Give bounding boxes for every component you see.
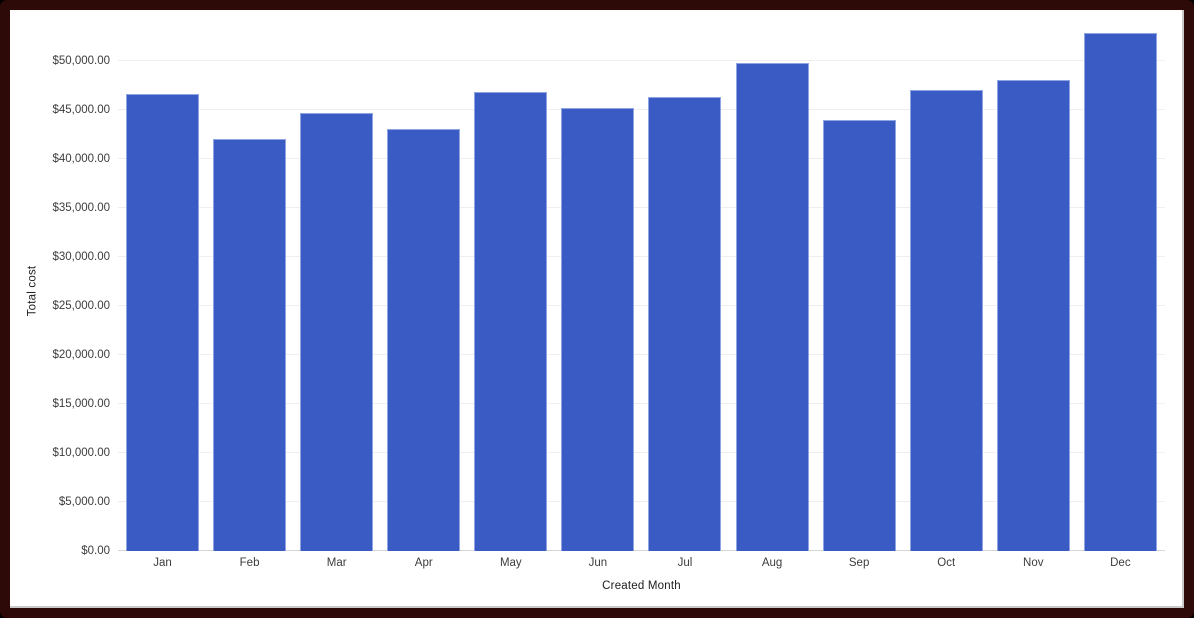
y-tick-label: $50,000.00 xyxy=(52,55,110,67)
bar-may[interactable] xyxy=(474,92,548,551)
y-tick-label: $5,000.00 xyxy=(58,496,110,508)
gridline xyxy=(118,256,1165,257)
x-tick-label: Jul xyxy=(677,557,693,569)
x-tick-label: Nov xyxy=(1023,557,1044,569)
gridline xyxy=(118,109,1165,110)
chart-card: Total cost $0.00 $5,000.00 $10,000.00 $15,0… xyxy=(10,10,1184,608)
gridline xyxy=(118,403,1165,404)
y-tick-label: $20,000.00 xyxy=(52,349,110,361)
bar-aug[interactable] xyxy=(735,63,809,551)
x-axis-title: Created Month xyxy=(602,580,681,592)
gridline xyxy=(118,501,1165,502)
x-tick-label: Oct xyxy=(937,557,956,569)
gridline xyxy=(118,305,1165,306)
x-axis-tick-labels: Jan Feb Mar Apr May Jun Jul Aug Sep Oct Nov Dec xyxy=(118,557,1165,569)
x-tick-label: Dec xyxy=(1110,557,1131,569)
x-tick-label: Feb xyxy=(239,557,260,569)
gridline xyxy=(118,354,1165,355)
bar-jan[interactable] xyxy=(126,94,199,551)
y-tick-label: $10,000.00 xyxy=(52,447,110,459)
x-tick-label: Jan xyxy=(153,557,172,569)
y-tick-label: $25,000.00 xyxy=(52,300,110,312)
gridline xyxy=(118,60,1165,61)
x-tick-label: May xyxy=(499,557,522,569)
bar-apr[interactable] xyxy=(387,129,461,551)
x-tick-label: Aug xyxy=(761,557,783,569)
bar-feb[interactable] xyxy=(213,139,287,551)
bar-nov[interactable] xyxy=(996,80,1070,551)
x-tick-label: Mar xyxy=(326,557,347,569)
y-axis-tick-labels: $0.00 $5,000.00 $10,000.00 $15,000.00 $20,00… xyxy=(34,10,110,608)
bar-dec[interactable] xyxy=(1083,33,1157,551)
y-tick-label: $40,000.00 xyxy=(52,153,110,165)
x-tick-label: Sep xyxy=(848,557,870,569)
bar-sep[interactable] xyxy=(822,120,896,551)
plot-area xyxy=(118,10,1165,551)
bar-oct[interactable] xyxy=(909,90,983,551)
x-tick-label: Jun xyxy=(588,557,608,569)
gridline xyxy=(118,158,1165,159)
y-tick-label: $0.00 xyxy=(81,545,110,557)
y-tick-label: $15,000.00 xyxy=(52,398,110,410)
y-tick-label: $45,000.00 xyxy=(52,104,110,116)
bar-jun[interactable] xyxy=(561,108,635,551)
gridline xyxy=(118,207,1165,208)
gridline xyxy=(118,452,1165,453)
bar-jul[interactable] xyxy=(648,97,722,551)
x-tick-label: Apr xyxy=(414,557,433,569)
x-axis-baseline xyxy=(118,550,1165,551)
bar-mar[interactable] xyxy=(300,113,374,551)
y-tick-label: $35,000.00 xyxy=(52,202,110,214)
bars-container xyxy=(118,10,1165,551)
y-tick-label: $30,000.00 xyxy=(52,251,110,263)
